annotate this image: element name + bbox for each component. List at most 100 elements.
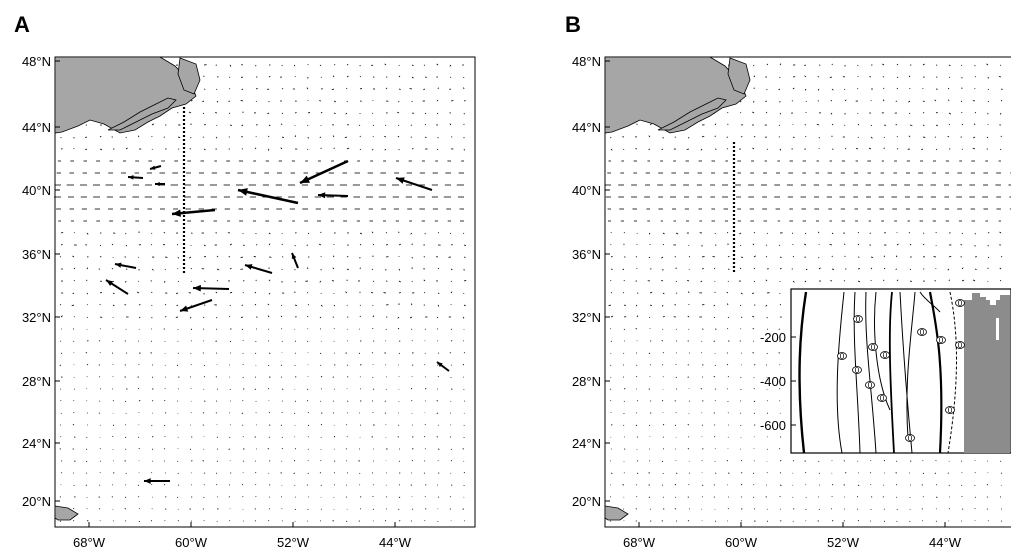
vector-tick xyxy=(281,123,283,126)
vector-tick xyxy=(960,64,963,66)
vector-tick xyxy=(398,124,400,126)
vector-tick xyxy=(778,124,781,126)
vector-tick xyxy=(662,304,664,307)
vector-tick xyxy=(739,232,742,235)
vector-tick xyxy=(188,256,192,259)
vector-tick xyxy=(136,291,140,294)
contour-label: 0 xyxy=(855,366,860,375)
vector-tick xyxy=(112,292,115,295)
vector-tick xyxy=(99,448,101,450)
vector-tick xyxy=(896,279,899,282)
vector-tick xyxy=(424,112,427,115)
vector-tick xyxy=(60,232,64,234)
vector-tick xyxy=(73,316,75,318)
vector-tick xyxy=(346,520,348,523)
vector-tick xyxy=(463,471,466,474)
vector-tick xyxy=(84,136,88,138)
vector-tick xyxy=(384,520,387,522)
vector-tick xyxy=(203,376,206,378)
vector-tick xyxy=(60,243,63,246)
vector-tick xyxy=(346,75,349,78)
vector-tick xyxy=(151,123,155,126)
vector-tick xyxy=(714,364,716,366)
lat-tick-label: 24°N xyxy=(572,436,601,451)
vector-tick xyxy=(319,64,322,67)
vector-tick xyxy=(804,75,807,78)
vector-tick xyxy=(345,112,348,115)
vector-tick xyxy=(922,124,925,126)
vector-tick xyxy=(636,364,638,366)
current-arrow-head xyxy=(180,305,189,312)
vector-tick xyxy=(359,87,363,90)
vector-tick xyxy=(268,243,271,246)
vector-tick xyxy=(371,64,374,67)
vector-tick xyxy=(895,100,898,102)
lat-tick-label: 40°N xyxy=(22,183,51,198)
vector-tick xyxy=(229,520,231,522)
current-arrow-head xyxy=(106,280,114,286)
large-current-arrows xyxy=(105,159,450,484)
vector-tick xyxy=(177,256,179,259)
vector-tick xyxy=(384,63,387,66)
current-arrow-head xyxy=(238,188,248,196)
vector-tick xyxy=(830,112,833,115)
contour-label-bg xyxy=(917,328,927,336)
vector-tick xyxy=(99,292,103,294)
contour-label: 0 xyxy=(958,341,963,350)
vector-tick xyxy=(306,87,309,90)
vector-tick xyxy=(202,100,205,103)
vector-tick xyxy=(662,351,664,354)
current-arrow-head xyxy=(115,262,122,268)
vector-tick xyxy=(648,135,651,138)
vector-tick xyxy=(463,304,466,307)
vector-tick xyxy=(804,280,807,283)
vector-tick xyxy=(986,63,989,66)
vector-tick xyxy=(463,352,466,354)
vector-tick xyxy=(792,87,795,90)
vector-tick xyxy=(648,424,651,427)
vector-tick xyxy=(948,76,951,78)
vector-tick xyxy=(753,400,756,403)
vector-tick xyxy=(662,328,664,330)
vector-tick xyxy=(125,244,128,247)
vector-tick xyxy=(203,364,206,366)
vector-tick xyxy=(138,316,141,319)
lat-tick-label: 32°N xyxy=(572,310,601,325)
vector-tick xyxy=(921,148,924,151)
lat-tick-label: 40°N xyxy=(572,183,601,198)
vector-tick xyxy=(320,111,323,114)
vector-tick xyxy=(293,460,296,462)
vector-tick xyxy=(358,124,361,126)
contour-label: 0 xyxy=(939,336,944,345)
contour-label-bg xyxy=(905,434,915,442)
contour-label: 0 xyxy=(920,328,925,337)
vector-tick xyxy=(319,352,322,355)
vector-tick xyxy=(934,99,937,102)
vector-tick xyxy=(267,112,270,115)
inset-contours xyxy=(798,291,957,454)
vector-tick xyxy=(935,520,937,522)
vector-tick xyxy=(385,232,388,234)
vector-tick xyxy=(765,256,768,258)
vector-tick xyxy=(753,484,755,486)
vector-tick xyxy=(895,124,898,126)
vector-tick xyxy=(319,280,322,283)
vector-tick xyxy=(411,460,414,462)
land-newfoundland xyxy=(177,57,201,95)
lat-tick-label: 24°N xyxy=(22,436,51,451)
contour-label-bg xyxy=(936,336,946,344)
panel-a: A 48°N44°N40°N36°N32°N28°N24°N20°N 68°W 6… xyxy=(14,12,476,550)
vector-tick xyxy=(857,136,859,139)
vector-tick xyxy=(60,436,62,438)
vector-tick xyxy=(909,112,911,115)
vector-tick xyxy=(229,267,232,270)
vector-tick xyxy=(254,303,257,306)
vector-tick xyxy=(449,76,452,78)
vector-tick xyxy=(437,148,439,151)
vector-tick xyxy=(151,472,153,474)
vector-tick xyxy=(125,147,128,150)
vector-tick xyxy=(831,232,834,235)
vector-tick xyxy=(437,267,440,270)
vector-tick xyxy=(410,303,413,306)
